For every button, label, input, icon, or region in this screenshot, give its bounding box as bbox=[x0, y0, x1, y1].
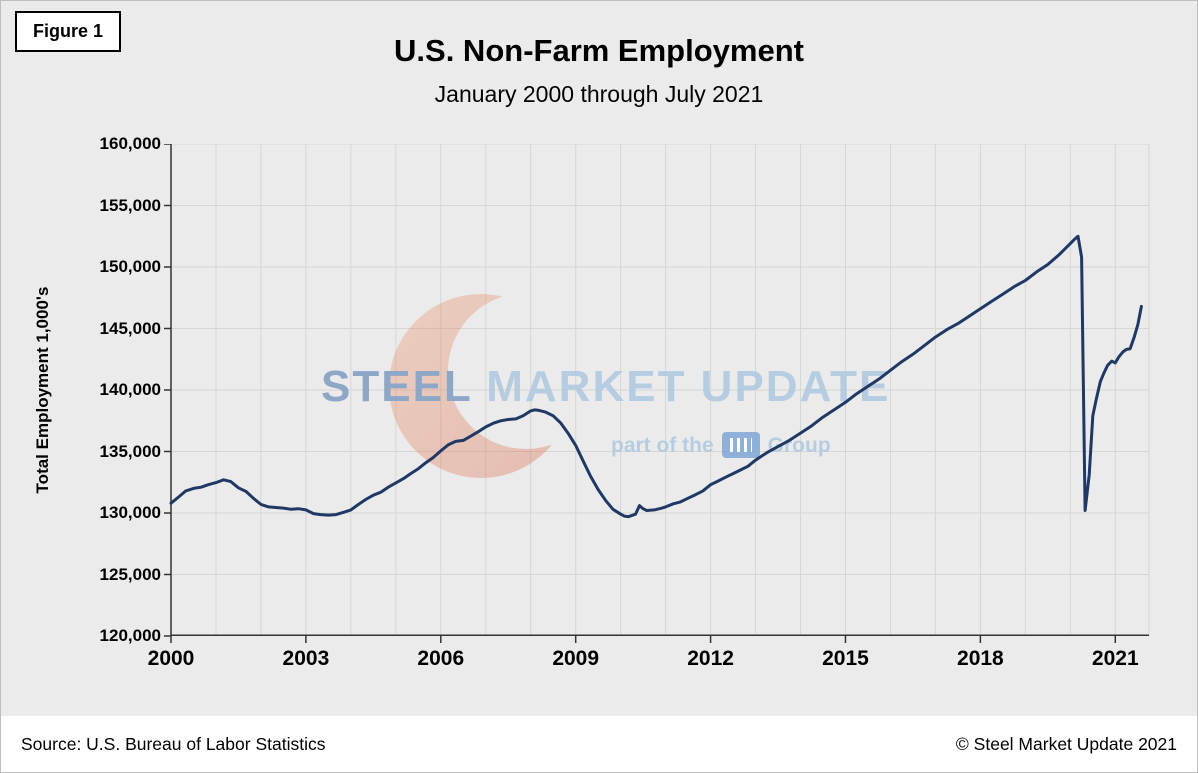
chart-subtitle: January 2000 through July 2021 bbox=[434, 81, 764, 107]
x-tick-label: 2015 bbox=[822, 647, 869, 670]
cru-logo-icon bbox=[721, 432, 760, 458]
source-note: Source: U.S. Bureau of Labor Statistics bbox=[21, 733, 326, 754]
watermark-tagline-prefix: part of the bbox=[611, 434, 714, 457]
watermark-wordmark: STEEL MARKET UPDATE bbox=[321, 362, 888, 412]
y-tick-label: 140,000 bbox=[99, 380, 161, 399]
y-tick-label: 125,000 bbox=[99, 564, 161, 584]
footer-bar: Source: U.S. Bureau of Labor Statistics … bbox=[1, 716, 1197, 772]
employment-line-series bbox=[169, 234, 1143, 519]
x-tick-label: 2009 bbox=[552, 647, 600, 670]
figure-label-text: Figure 1 bbox=[33, 21, 104, 41]
y-tick-label: 135,000 bbox=[99, 441, 161, 461]
watermark-word-steel: STEEL bbox=[321, 362, 473, 411]
figure-label: Figure 1 bbox=[15, 11, 122, 52]
x-tick-label: 2012 bbox=[687, 647, 734, 670]
x-tick-label: 2006 bbox=[417, 647, 465, 670]
x-tick-label: 2018 bbox=[957, 647, 1004, 670]
y-axis-title: Total Employment 1,000's bbox=[33, 286, 52, 494]
chart-title: U.S. Non-Farm Employment bbox=[394, 33, 804, 68]
x-tick-label: 2003 bbox=[282, 647, 330, 670]
y-tick-label: 145,000 bbox=[99, 318, 161, 338]
y-tick-label: 130,000 bbox=[99, 503, 161, 522]
x-tick-label: 2021 bbox=[1091, 647, 1139, 670]
smu-watermark: STEEL MARKET UPDATE part of the Group bbox=[171, 144, 1149, 636]
plot-area: STEEL MARKET UPDATE part of the Group bbox=[164, 144, 1150, 643]
x-tick-label: 2000 bbox=[147, 647, 195, 670]
smu-crescent-icon bbox=[389, 294, 573, 478]
y-tick-label: 120,000 bbox=[99, 626, 161, 645]
y-tick-label: 155,000 bbox=[99, 195, 161, 215]
y-tick-label: 150,000 bbox=[99, 257, 161, 276]
watermark-tagline: part of the Group bbox=[611, 432, 831, 458]
watermark-tagline-suffix: Group bbox=[767, 434, 831, 457]
copyright-note: © Steel Market Update 2021 bbox=[955, 733, 1177, 754]
y-tick-label: 160,000 bbox=[99, 134, 161, 153]
watermark-word-market-update: MARKET UPDATE bbox=[486, 362, 891, 411]
